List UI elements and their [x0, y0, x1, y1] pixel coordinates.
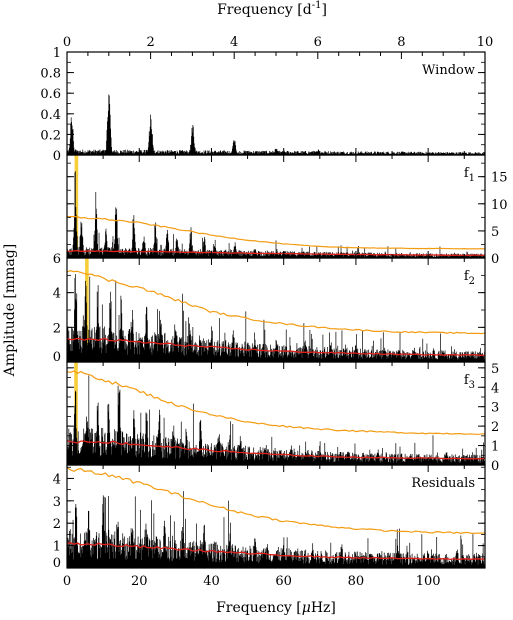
bottom-xtick-label: 80	[348, 574, 365, 589]
residuals-frame	[66, 464, 486, 569]
f1-ytick-label: 10	[491, 198, 508, 213]
residuals-ytick-label: 2	[53, 517, 61, 532]
f2-ytick-label: 4	[53, 287, 61, 302]
labels-layer: 00.20.40.60.81Window051015f10246f2012345…	[40, 35, 507, 589]
residuals-ytick-label: 0	[53, 556, 61, 571]
f2-ytick-label: 0	[53, 350, 61, 365]
f1-ytick-label: 0	[491, 252, 499, 267]
top-xtick-label: 0	[63, 35, 71, 50]
f3-ytick-label: 0	[491, 459, 499, 474]
f1-spectrum	[66, 171, 486, 258]
f3-panel-label-main: f	[464, 373, 470, 388]
window-panel-label: Window	[422, 63, 475, 78]
f2-panel-label-sub: 2	[469, 276, 475, 287]
bottom-xtick-label: 0	[63, 574, 71, 589]
f2-highlight-band	[85, 258, 89, 362]
f3-frame	[66, 361, 486, 466]
residuals-ytick-label: 1	[53, 540, 61, 555]
curves-layer	[66, 215, 486, 561]
f3-ytick-label: 4	[491, 381, 499, 396]
top-xtick-label: 2	[146, 35, 154, 50]
f1-panel-label-main: f	[464, 166, 470, 181]
f3-ytick-label: 3	[491, 401, 499, 416]
top-xtick-label: 6	[314, 35, 322, 50]
top-xtick-label: 8	[397, 35, 405, 50]
f3-ytick-label: 2	[491, 420, 499, 435]
f2-ytick-label: 2	[53, 321, 61, 336]
f2-noise-curve	[66, 337, 486, 357]
f3-threshold-curve	[66, 370, 486, 436]
bottom-xtick-label: 40	[203, 574, 220, 589]
window-ytick-label: 0.2	[40, 128, 61, 143]
window-ytick-label: 0.8	[40, 67, 61, 82]
residuals-ytick-label: 4	[53, 472, 61, 487]
window-ytick-label: 1	[53, 46, 61, 61]
window-panel-label-main: Window	[422, 63, 475, 78]
window-spectrum	[66, 94, 486, 155]
window-ytick-label: 0	[53, 149, 61, 164]
window-ytick-label: 0.4	[40, 108, 61, 123]
f3-panel-label: f3	[464, 373, 475, 391]
residuals-threshold-curve	[66, 467, 486, 534]
bottom-x-axis-title: Frequency [μHz]	[216, 600, 336, 616]
f1-ytick-label: 5	[491, 225, 499, 240]
window-ytick-label: 0.6	[40, 87, 61, 102]
residuals-panel-label: Residuals	[411, 476, 475, 491]
f1-panel-label: f1	[464, 166, 475, 184]
bottom-xtick-label: 100	[416, 574, 441, 589]
top-x-axis-title: Frequency [d-1]	[217, 0, 327, 18]
bottom-xtick-label: 60	[275, 574, 292, 589]
residuals-panel-label-main: Residuals	[411, 476, 475, 491]
f3-ytick-label: 1	[491, 440, 499, 455]
f3-ytick-label: 5	[491, 362, 499, 377]
f1-threshold-curve	[66, 215, 486, 250]
f2-threshold-curve	[66, 270, 486, 335]
f3-noise-curve	[66, 440, 486, 460]
residuals-spectrum	[66, 491, 486, 568]
f1-ytick-label: 15	[491, 171, 508, 186]
f3-spectrum	[66, 375, 486, 465]
ticks-layer	[66, 51, 486, 569]
bottom-xtick-label: 20	[131, 574, 148, 589]
residuals-ytick-label: 3	[53, 495, 61, 510]
f1-panel-label-sub: 1	[469, 173, 475, 184]
spectrum-layer	[66, 94, 486, 568]
top-xtick-label: 10	[477, 35, 494, 50]
f1-noise-curve	[66, 250, 486, 256]
f2-panel-label-main: f	[464, 269, 470, 284]
top-xtick-label: 4	[230, 35, 238, 50]
y-axis-title: Amplitude [mmag]	[2, 244, 18, 377]
residuals-noise-curve	[66, 542, 486, 561]
f2-spectrum	[66, 274, 486, 362]
f2-panel-label: f2	[464, 269, 475, 287]
f3-panel-label-sub: 3	[469, 380, 475, 391]
f2-ytick-label: 6	[53, 252, 61, 267]
f1-highlight-band	[74, 155, 79, 258]
